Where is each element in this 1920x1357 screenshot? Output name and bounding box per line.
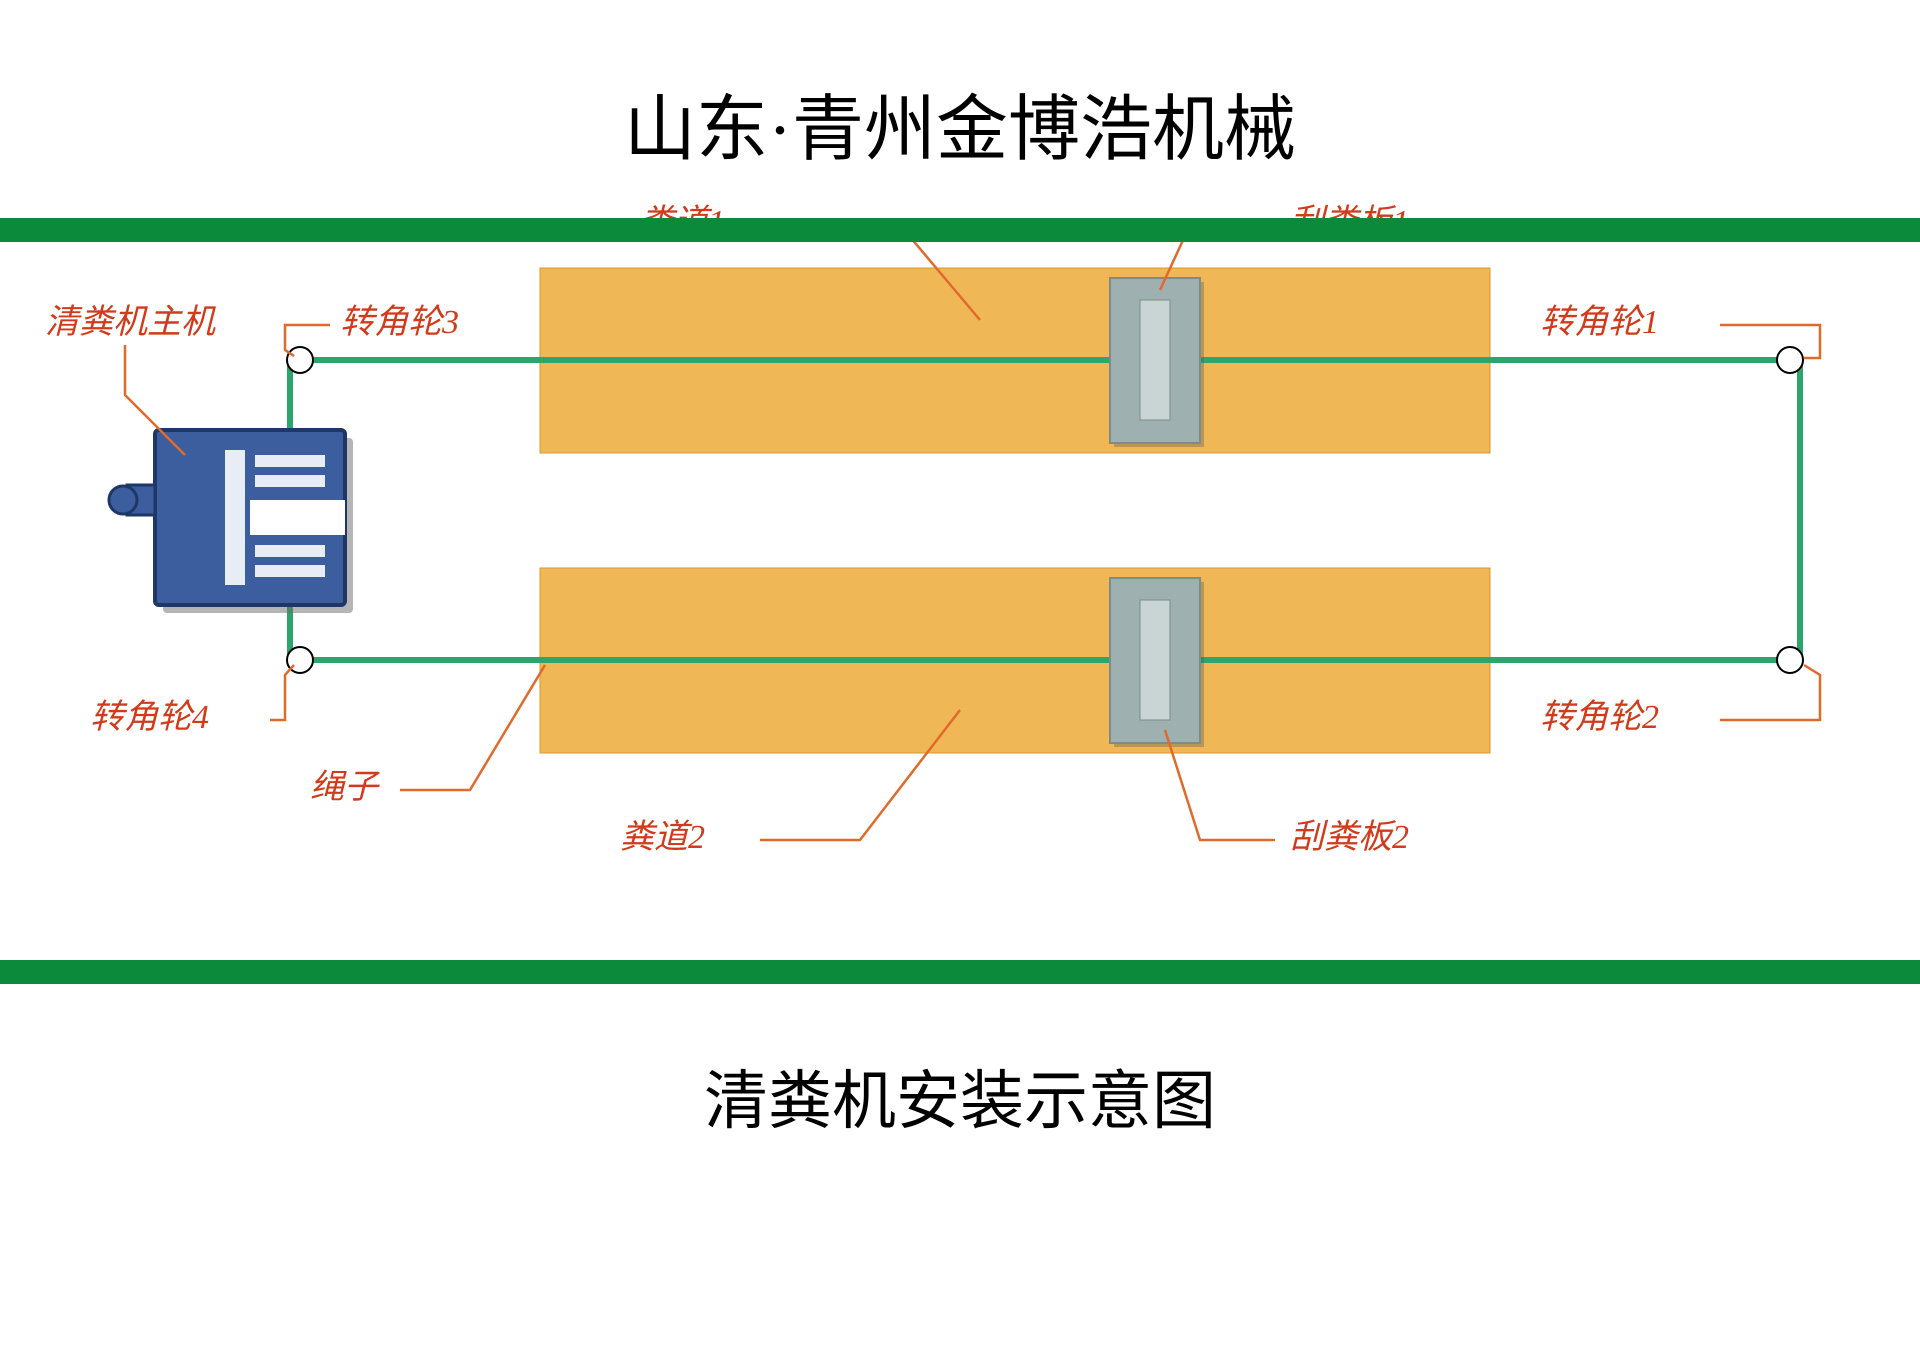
lbl_main: 清粪机主机 bbox=[45, 304, 216, 341]
lbl_pulley3: 转角轮3 bbox=[340, 304, 459, 341]
lbl_pulley4: 转角轮4 bbox=[90, 699, 209, 736]
bottom-divider bbox=[0, 960, 1920, 984]
lbl_pulley1: 转角轮1 bbox=[1540, 304, 1659, 341]
pulley-p1 bbox=[1777, 347, 1803, 373]
diagram-svg: 粪道1刮粪板1转角轮1转角轮3清粪机主机转角轮4转角轮2绳子粪道2刮粪板2 bbox=[0, 0, 1920, 1357]
leader-lbl_rope bbox=[400, 665, 545, 790]
leader-lbl_pulley4 bbox=[270, 665, 294, 720]
diagram-stage: 山东·青州金博浩机械 粪道1刮粪板1转角轮1转角轮3清粪机主机转角轮4转角轮2绳… bbox=[0, 0, 1920, 1357]
lbl_rope: 绳子 bbox=[310, 769, 380, 806]
lbl_pulley2: 转角轮2 bbox=[1540, 699, 1659, 736]
leader-lbl_pulley2 bbox=[1720, 665, 1820, 720]
pulley-p2 bbox=[1777, 647, 1803, 673]
lbl_scraper2: 刮粪板2 bbox=[1290, 819, 1409, 856]
page-subtitle: 清粪机安装示意图 bbox=[0, 1050, 1920, 1142]
main-machine bbox=[109, 430, 353, 613]
page-title: 山东·青州金博浩机械 bbox=[0, 70, 1920, 175]
pulley-p3 bbox=[287, 347, 313, 373]
lbl_lane2: 粪道2 bbox=[620, 819, 705, 856]
leader-lbl_pulley1 bbox=[1720, 325, 1820, 358]
top-divider bbox=[0, 218, 1920, 242]
